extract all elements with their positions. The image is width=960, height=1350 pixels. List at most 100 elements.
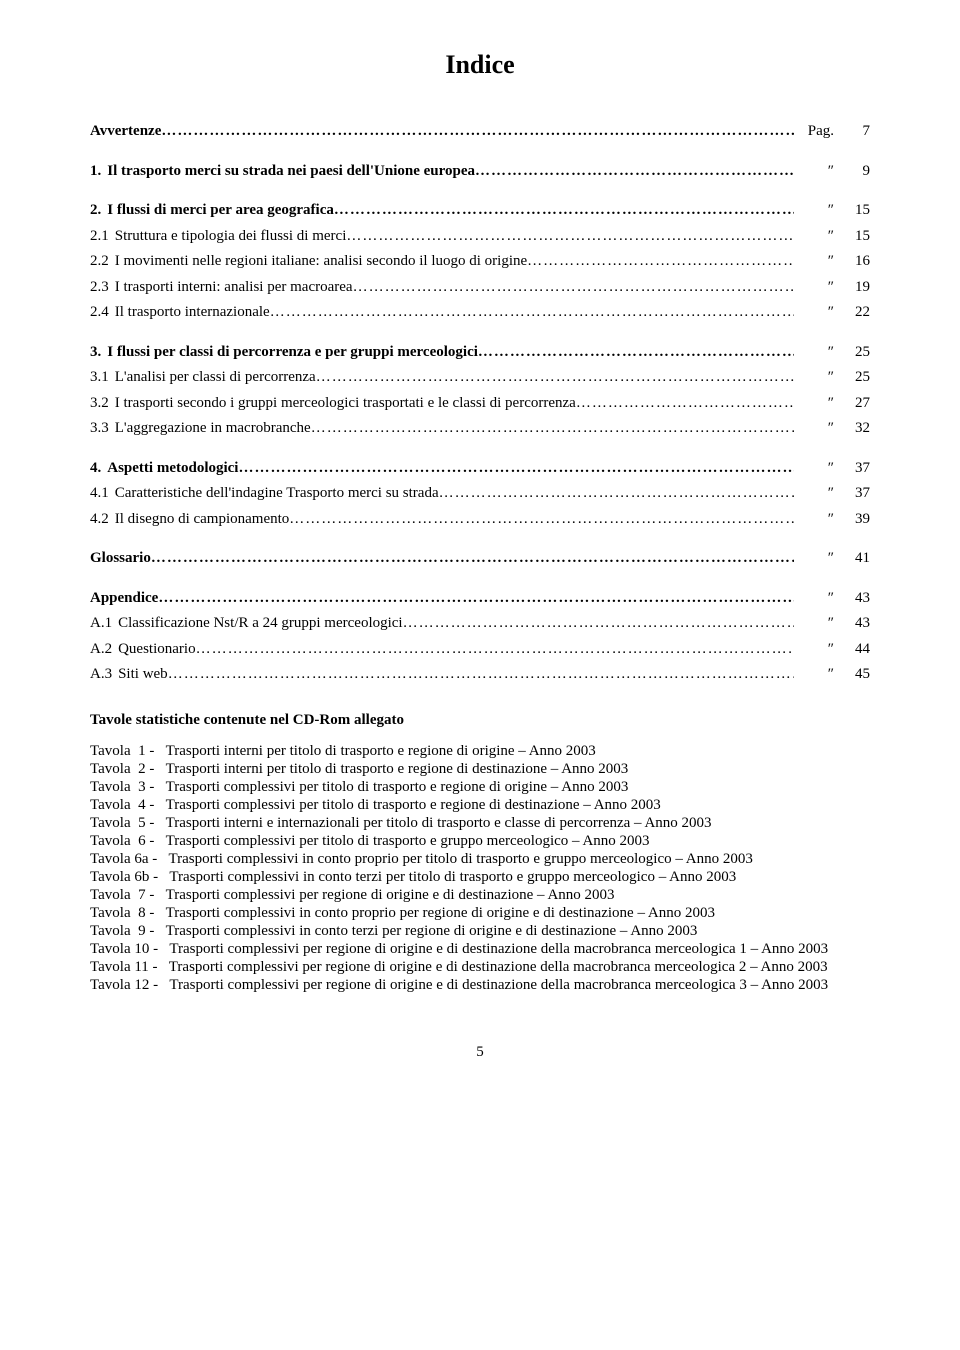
toc-entry-text: Questionario xyxy=(118,638,195,661)
tavola-description: Trasporti complessivi per titolo di tras… xyxy=(166,779,870,796)
toc-entry-number: 2.2 xyxy=(90,250,115,273)
tavola-description: Trasporti complessivi per regione di ori… xyxy=(169,977,870,994)
toc-leader-dots: …………………………………………………………………………………………………………… xyxy=(334,199,794,222)
toc-row: A.2Questionario…………………………………………………………………… xyxy=(90,638,870,661)
toc-page-marker: ″ xyxy=(794,301,834,324)
toc-entry-text: Appendice xyxy=(90,587,158,610)
tavola-row: Tavola 6a - Trasporti complessivi in con… xyxy=(90,851,870,868)
toc-label: Appendice…………………………………………………………………………………… xyxy=(90,587,794,610)
toc-label: Glossario…………………………………………………………………………………… xyxy=(90,547,794,570)
tavola-id: Tavola 4 - xyxy=(90,797,166,814)
toc-leader-dots: …………………………………………………………………………………………………………… xyxy=(311,417,794,440)
toc-entry-text: Caratteristiche dell'indagine Trasporto … xyxy=(115,482,439,505)
toc-entry-number: 3.1 xyxy=(90,366,115,389)
tavola-id: Tavola 6a - xyxy=(90,851,169,868)
page-title: Indice xyxy=(90,50,870,80)
toc-entry-number: 2.4 xyxy=(90,301,115,324)
toc-leader-dots: …………………………………………………………………………………………………………… xyxy=(151,547,794,570)
tavola-description: Trasporti interni per titolo di trasport… xyxy=(166,761,870,778)
tavola-row: Tavola 7 - Trasporti complessivi per reg… xyxy=(90,887,870,904)
toc-page-marker: ″ xyxy=(794,612,834,635)
toc-leader-dots: …………………………………………………………………………………………………………… xyxy=(346,225,794,248)
tavola-description: Trasporti complessivi per titolo di tras… xyxy=(166,833,870,850)
toc-page-number: 25 xyxy=(834,341,870,364)
toc-entry-text: I flussi per classi di percorrenza e per… xyxy=(107,341,478,364)
toc-page-number: 41 xyxy=(834,547,870,570)
toc-row: Appendice…………………………………………………………………………………… xyxy=(90,587,870,610)
page-number-footer: 5 xyxy=(90,1044,870,1061)
toc-label: Avvertenze………………………………………………………………………………… xyxy=(90,120,794,143)
toc-row: 4.1Caratteristiche dell'indagine Traspor… xyxy=(90,482,870,505)
toc-page-marker: ″ xyxy=(794,392,834,415)
toc-entry-number: 4. xyxy=(90,457,107,480)
toc-entry-number: 4.1 xyxy=(90,482,115,505)
toc-leader-dots: …………………………………………………………………………………………………………… xyxy=(196,638,794,661)
toc-entry-text: Glossario xyxy=(90,547,151,570)
toc-page-marker: ″ xyxy=(794,160,834,183)
tavola-description: Trasporti interni e internazionali per t… xyxy=(166,815,870,832)
toc-row: 3.2I trasporti secondo i gruppi merceolo… xyxy=(90,392,870,415)
tavola-id: Tavola 8 - xyxy=(90,905,166,922)
toc-row: 2.4Il trasporto internazionale…………………………… xyxy=(90,301,870,324)
toc-page-number: 45 xyxy=(834,663,870,686)
toc-entry-number: A.3 xyxy=(90,663,118,686)
toc-row: Glossario…………………………………………………………………………………… xyxy=(90,547,870,570)
toc-page-marker: ″ xyxy=(794,547,834,570)
toc-entry-text: Avvertenze xyxy=(90,120,161,143)
tavola-row: Tavola 8 - Trasporti complessivi in cont… xyxy=(90,905,870,922)
toc-entry-number: 1. xyxy=(90,160,107,183)
toc-page-marker: ″ xyxy=(794,457,834,480)
tavola-id: Tavola 10 - xyxy=(90,941,169,958)
toc-entry-text: Siti web xyxy=(118,663,168,686)
toc-entry-text: Il disegno di campionamento xyxy=(115,508,290,531)
toc-label: 4.1Caratteristiche dell'indagine Traspor… xyxy=(90,482,794,505)
toc-page-number: 16 xyxy=(834,250,870,273)
toc-page-number: 19 xyxy=(834,276,870,299)
tavola-id: Tavola 3 - xyxy=(90,779,166,796)
toc-entry-number: 2.3 xyxy=(90,276,115,299)
toc-page-marker: ″ xyxy=(794,341,834,364)
toc-label: 1.Il trasporto merci su strada nei paesi… xyxy=(90,160,794,183)
toc-leader-dots: …………………………………………………………………………………………………………… xyxy=(353,276,794,299)
toc-page-number: 27 xyxy=(834,392,870,415)
toc-page-marker: ″ xyxy=(794,199,834,222)
toc-entry-number: 2.1 xyxy=(90,225,115,248)
toc-leader-dots: …………………………………………………………………………………………………………… xyxy=(161,120,794,143)
toc-page-marker: ″ xyxy=(794,225,834,248)
toc-entry-text: I flussi di merci per area geografica xyxy=(107,199,334,222)
toc-leader-dots: …………………………………………………………………………………………………………… xyxy=(158,587,794,610)
toc-page-marker: ″ xyxy=(794,508,834,531)
toc-label: 2.2I movimenti nelle regioni italiane: a… xyxy=(90,250,794,273)
toc-entry-text: I trasporti secondo i gruppi merceologic… xyxy=(115,392,576,415)
tavola-description: Trasporti complessivi per regione di ori… xyxy=(169,941,870,958)
tavola-row: Tavola 4 - Trasporti complessivi per tit… xyxy=(90,797,870,814)
tavola-id: Tavola 12 - xyxy=(90,977,169,994)
toc-page-number: 9 xyxy=(834,160,870,183)
toc-row: 2.3I trasporti interni: analisi per macr… xyxy=(90,276,870,299)
tavola-row: Tavola 1 - Trasporti interni per titolo … xyxy=(90,743,870,760)
toc-row: 2.1Struttura e tipologia dei flussi di m… xyxy=(90,225,870,248)
toc-leader-dots: …………………………………………………………………………………………………………… xyxy=(478,341,794,364)
toc-entry-text: Il trasporto merci su strada nei paesi d… xyxy=(107,160,475,183)
toc-gap xyxy=(90,146,870,160)
toc-leader-dots: …………………………………………………………………………………………………………… xyxy=(475,160,794,183)
toc-entry-text: Classificazione Nst/R a 24 gruppi merceo… xyxy=(118,612,403,635)
toc-page-number: 7 xyxy=(834,120,870,143)
toc-page-number: 43 xyxy=(834,612,870,635)
tavola-row: Tavola 10 - Trasporti complessivi per re… xyxy=(90,941,870,958)
toc-page-number: 32 xyxy=(834,417,870,440)
toc-entry-number: A.2 xyxy=(90,638,118,661)
toc-page-marker: ″ xyxy=(794,366,834,389)
toc-label: 3.I flussi per classi di percorrenza e p… xyxy=(90,341,794,364)
tavola-description: Trasporti complessivi in conto proprio p… xyxy=(169,851,870,868)
tavola-id: Tavola 6 - xyxy=(90,833,166,850)
toc-page-number: 39 xyxy=(834,508,870,531)
tavola-id: Tavola 6b - xyxy=(90,869,169,886)
toc-leader-dots: …………………………………………………………………………………………………………… xyxy=(238,457,794,480)
toc-label: 3.1L'analisi per classi di percorrenza……… xyxy=(90,366,794,389)
toc-row: A.1Classificazione Nst/R a 24 gruppi mer… xyxy=(90,612,870,635)
toc-label: 2.1Struttura e tipologia dei flussi di m… xyxy=(90,225,794,248)
toc-page-marker: ″ xyxy=(794,482,834,505)
toc-leader-dots: …………………………………………………………………………………………………………… xyxy=(576,392,794,415)
toc-label: 2.3I trasporti interni: analisi per macr… xyxy=(90,276,794,299)
